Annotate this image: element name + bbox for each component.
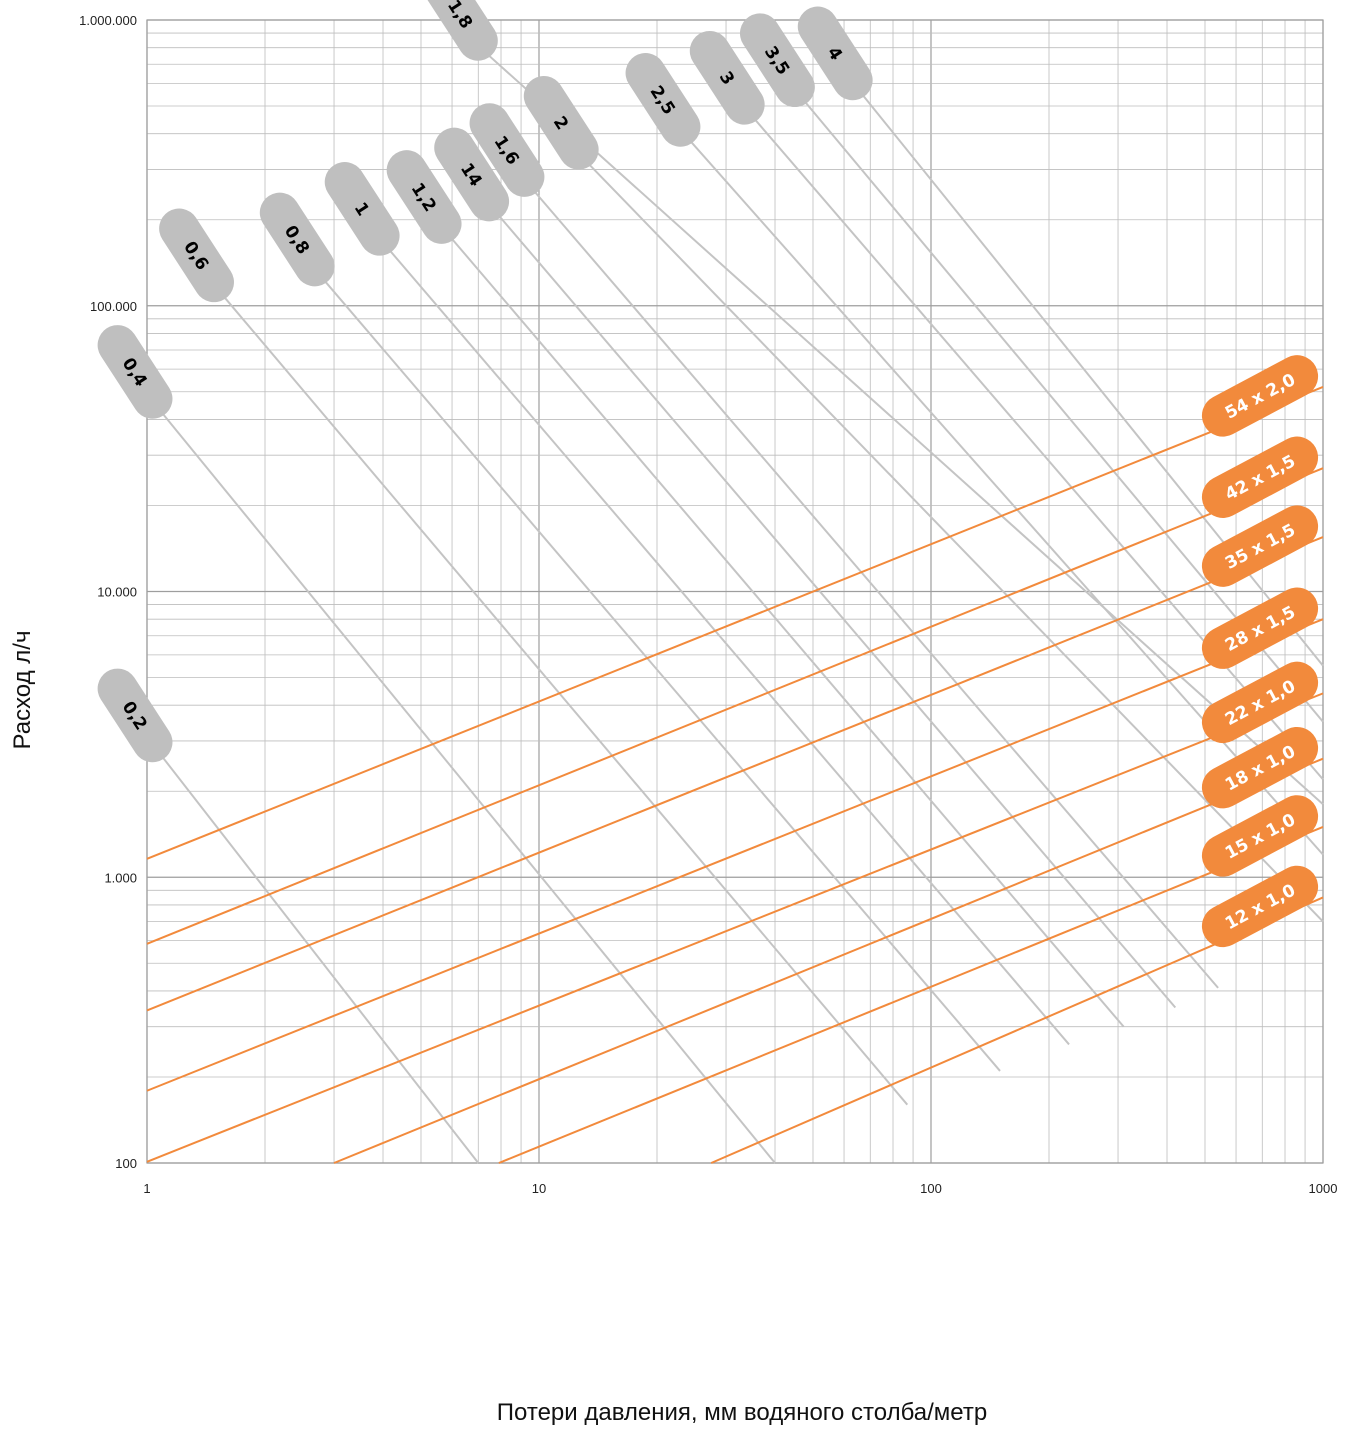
velocity-label-pill — [469, 103, 545, 197]
velocity-line — [751, 115, 1324, 781]
x-axis-title: Потери давления, мм водяного столба/метр — [497, 1399, 987, 1426]
y-axis-title: Расход л/ч — [9, 631, 36, 750]
velocity-label: 1,6 — [469, 103, 545, 197]
velocity-line — [220, 293, 909, 1106]
y-tick-label: 100.000 — [90, 299, 137, 314]
velocity-label-pill — [625, 53, 701, 147]
pipe-label-pill — [1201, 505, 1319, 587]
x-tick-label: 1000 — [1309, 1181, 1338, 1196]
velocity-label-pill — [159, 208, 234, 303]
velocity-label: 14 — [434, 127, 510, 222]
velocity-label-pill — [97, 668, 173, 763]
pipe-line — [146, 467, 1324, 945]
velocity-label: 0,4 — [97, 325, 173, 419]
pipe-label-pill — [1201, 661, 1319, 744]
x-tick-label: 100 — [920, 1181, 942, 1196]
y-tick-label: 1.000.000 — [79, 13, 137, 28]
pipe-line — [333, 757, 1324, 1164]
pipe-line — [146, 618, 1324, 1092]
velocity-label-pill — [324, 162, 400, 256]
velocity-line — [321, 277, 1001, 1072]
velocity-label-pill — [739, 13, 815, 108]
y-tick-label: 1.000 — [104, 870, 137, 885]
velocity-label: 1,8 — [422, 0, 498, 61]
velocity-line — [531, 187, 1219, 989]
velocity-label: 2 — [523, 75, 599, 170]
velocity-line — [386, 246, 1070, 1046]
velocity-label: 4 — [797, 6, 873, 101]
pipe-lines — [146, 385, 1324, 1164]
velocity-line — [159, 753, 480, 1164]
velocity-line — [585, 160, 1324, 923]
pipe-line — [146, 536, 1324, 1012]
velocity-line — [495, 212, 1177, 1009]
velocity-label: 0,2 — [97, 668, 173, 763]
velocity-label-pill — [259, 192, 335, 287]
velocity-label-pill — [523, 75, 599, 170]
pipe-label: 28 x 1,5 — [1201, 587, 1319, 669]
velocity-line — [448, 234, 1125, 1028]
velocity-label-pill — [422, 0, 498, 61]
velocity-label-pill — [797, 6, 873, 101]
y-tick-label: 10.000 — [97, 585, 137, 600]
velocity-label-pill — [434, 127, 510, 222]
pipe-line — [146, 692, 1324, 1163]
pipe-label-pill — [1201, 795, 1319, 877]
velocity-label-pill — [386, 150, 462, 244]
velocity-label: 1,2 — [386, 150, 462, 244]
tick-labels: 1 10 100 1000 100 1.000 10.000 100.000 1.000.000 — [79, 13, 1337, 1196]
pipe-label: 54 x 2,0 — [1201, 355, 1319, 437]
velocity-label: 3 — [689, 30, 765, 125]
velocity-label: 3,5 — [739, 13, 815, 108]
x-tick-label: 1 — [143, 1181, 150, 1196]
velocity-label: 1 — [324, 162, 400, 256]
velocity-label: 0,8 — [259, 192, 335, 287]
pipe-label-pill — [1201, 355, 1319, 437]
velocity-label-pill — [689, 30, 765, 125]
velocity-line — [484, 51, 1324, 806]
pipe-labels: 54 x 2,042 x 1,535 x 1,528 x 1,522 x 1,0… — [1201, 355, 1319, 948]
velocity-label-pill — [97, 325, 173, 419]
pipe-line — [498, 826, 1324, 1164]
velocity-label: 0,6 — [159, 208, 234, 303]
pipe-label-pill — [1201, 587, 1319, 669]
pipe-label-pill — [1201, 436, 1319, 518]
velocity-line — [159, 409, 776, 1164]
pipe-line — [146, 385, 1324, 860]
plot-frame — [146, 19, 1324, 1164]
x-tick-label: 10 — [532, 1181, 546, 1196]
pipe-label-pill — [1201, 865, 1319, 948]
y-tick-label: 100 — [115, 1156, 137, 1171]
velocity-label: 2,5 — [625, 53, 701, 147]
pipe-label-pill — [1201, 726, 1319, 809]
